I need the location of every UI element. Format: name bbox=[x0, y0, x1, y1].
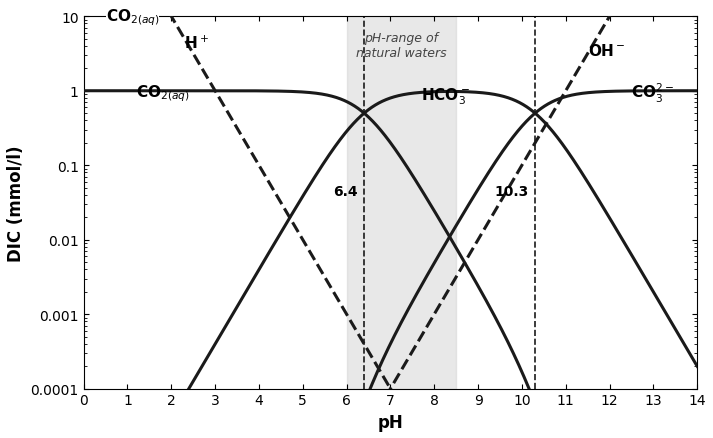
Text: 10.3: 10.3 bbox=[494, 184, 528, 198]
Bar bbox=[347, 17, 456, 389]
Text: pH-range of
natural waters: pH-range of natural waters bbox=[356, 32, 447, 60]
Text: CO$_{2(aq)}$: CO$_{2(aq)}$ bbox=[106, 7, 160, 28]
Y-axis label: DIC (mmol/l): DIC (mmol/l) bbox=[7, 145, 25, 261]
X-axis label: pH: pH bbox=[378, 413, 404, 431]
Text: H$^+$: H$^+$ bbox=[185, 34, 209, 52]
Text: CO$_{2(aq)}$: CO$_{2(aq)}$ bbox=[136, 83, 190, 103]
Text: OH$^-$: OH$^-$ bbox=[588, 43, 625, 59]
Text: HCO$_3^-$: HCO$_3^-$ bbox=[421, 87, 470, 107]
Text: CO$_3^{2-}$: CO$_3^{2-}$ bbox=[632, 81, 674, 105]
Text: 6.4: 6.4 bbox=[333, 184, 357, 198]
